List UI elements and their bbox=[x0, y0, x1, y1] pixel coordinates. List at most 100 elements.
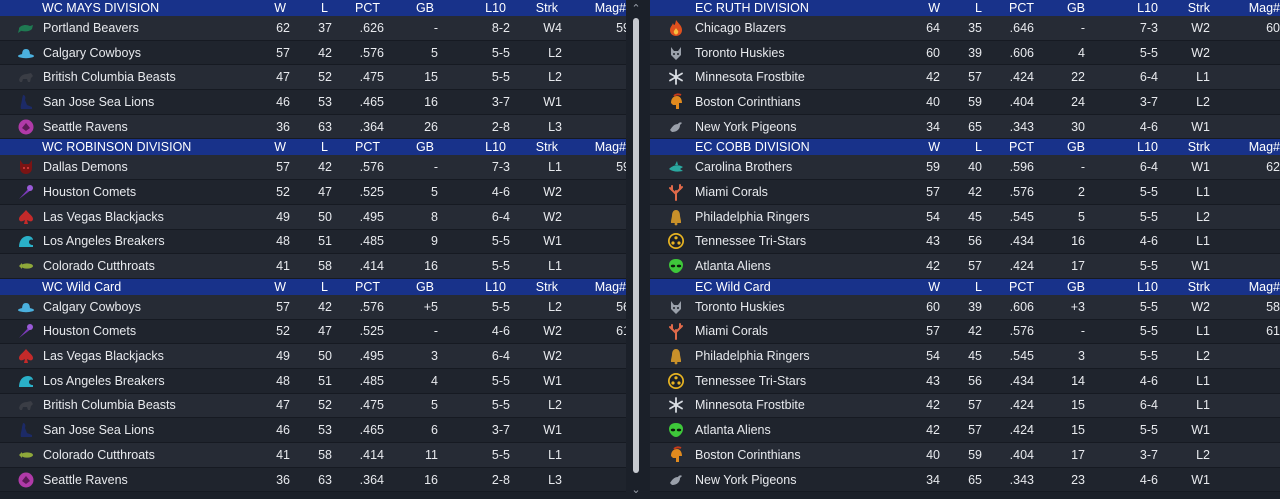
standings-row-dallas-demons[interactable]: Dallas Demons 57 42 .576 - 7-3 L1 59 bbox=[0, 155, 626, 181]
team-name-link[interactable]: Houston Comets bbox=[43, 324, 137, 339]
vertical-scrollbar[interactable]: ⌃ ⌄ bbox=[628, 0, 644, 499]
standings-row-atlanta-aliens[interactable]: Atlanta Aliens 42 57 .424 15 5-5 W1 bbox=[650, 418, 1280, 443]
standings-row-houston-comets[interactable]: Houston Comets 52 47 .525 - 4-6 W2 61 bbox=[0, 319, 626, 345]
division-header-ec-ruth-division[interactable]: EC RUTH DIVISION W L PCT GB L10 Strk Mag# bbox=[650, 0, 1280, 16]
team-name-link[interactable]: Los Angeles Breakers bbox=[43, 234, 165, 249]
column-header-strk[interactable]: Strk bbox=[535, 1, 558, 15]
standings-row-tennessee-tri-stars[interactable]: Tennessee Tri-Stars 43 56 .434 16 4-6 L1 bbox=[650, 229, 1280, 255]
standings-row-tennessee-tri-stars[interactable]: Tennessee Tri-Stars 43 56 .434 14 4-6 L1 bbox=[650, 368, 1280, 394]
team-name-link[interactable]: Philadelphia Ringers bbox=[695, 349, 810, 364]
team-name-link[interactable]: Tennessee Tri-Stars bbox=[695, 234, 807, 249]
team-name-link[interactable]: British Columbia Beasts bbox=[43, 70, 176, 85]
column-header-strk[interactable]: Strk bbox=[535, 279, 558, 294]
division-header-ec-wild-card[interactable]: EC Wild Card W L PCT GB L10 Strk Mag# bbox=[650, 278, 1280, 295]
team-name-link[interactable]: New York Pigeons bbox=[695, 472, 797, 487]
team-name-link[interactable]: Seattle Ravens bbox=[43, 472, 128, 487]
standings-row-british-columbia-beasts[interactable]: British Columbia Beasts 47 52 .475 5 5-5 L2 bbox=[0, 393, 626, 419]
column-header-w[interactable]: W bbox=[274, 140, 286, 155]
team-name-link[interactable]: Boston Corinthians bbox=[695, 447, 801, 462]
column-header-l10[interactable]: L10 bbox=[485, 279, 506, 294]
column-header-l[interactable]: L bbox=[321, 1, 328, 15]
column-header-pct[interactable]: PCT bbox=[1009, 140, 1034, 155]
standings-row-carolina-brothers[interactable]: Carolina Brothers 59 40 .596 - 6-4 W1 62 bbox=[650, 155, 1280, 181]
team-name-link[interactable]: Tennessee Tri-Stars bbox=[695, 373, 807, 388]
team-name-link[interactable]: Toronto Huskies bbox=[695, 299, 785, 314]
standings-row-miami-corals[interactable]: Miami Corals 57 42 .576 - 5-5 L1 61 bbox=[650, 319, 1280, 345]
column-header-pct[interactable]: PCT bbox=[1009, 279, 1034, 294]
standings-row-boston-corinthians[interactable]: Boston Corinthians 40 59 .404 17 3-7 L2 bbox=[650, 443, 1280, 468]
team-name-link[interactable]: British Columbia Beasts bbox=[43, 398, 176, 413]
team-name-link[interactable]: Colorado Cutthroats bbox=[43, 259, 155, 274]
standings-row-new-york-pigeons[interactable]: New York Pigeons 34 65 .343 30 4-6 W1 bbox=[650, 114, 1280, 140]
team-name-link[interactable]: Carolina Brothers bbox=[695, 160, 793, 175]
column-header-mag[interactable]: Mag# bbox=[1248, 140, 1280, 155]
team-name-link[interactable]: Los Angeles Breakers bbox=[43, 373, 165, 388]
standings-row-las-vegas-blackjacks[interactable]: Las Vegas Blackjacks 49 50 .495 8 6-4 W2 bbox=[0, 204, 626, 230]
column-header-l10[interactable]: L10 bbox=[1137, 140, 1158, 155]
team-name-link[interactable]: Colorado Cutthroats bbox=[43, 447, 155, 462]
standings-row-philadelphia-ringers[interactable]: Philadelphia Ringers 54 45 .545 5 5-5 L2 bbox=[650, 204, 1280, 230]
standings-row-minnesota-frostbite[interactable]: Minnesota Frostbite 42 57 .424 15 6-4 L1 bbox=[650, 393, 1280, 419]
standings-row-los-angeles-breakers[interactable]: Los Angeles Breakers 48 51 .485 4 5-5 W1 bbox=[0, 368, 626, 394]
division-header-ec-cobb-division[interactable]: EC COBB DIVISION W L PCT GB L10 Strk Mag# bbox=[650, 139, 1280, 156]
division-header-wc-robinson-division[interactable]: WC ROBINSON DIVISION W L PCT GB L10 Strk Mag# bbox=[0, 139, 626, 156]
column-header-gb[interactable]: GB bbox=[415, 1, 434, 15]
team-name-link[interactable]: Boston Corinthians bbox=[695, 94, 801, 109]
column-header-gb[interactable]: GB bbox=[415, 140, 434, 155]
column-header-pct[interactable]: PCT bbox=[355, 279, 380, 294]
column-header-w[interactable]: W bbox=[274, 1, 286, 15]
column-header-strk[interactable]: Strk bbox=[1187, 140, 1210, 155]
column-header-l10[interactable]: L10 bbox=[485, 1, 506, 15]
standings-row-seattle-ravens[interactable]: Seattle Ravens 36 63 .364 16 2-8 L3 bbox=[0, 467, 626, 493]
team-name-link[interactable]: Miami Corals bbox=[695, 324, 768, 339]
column-header-pct[interactable]: PCT bbox=[355, 1, 380, 15]
team-name-link[interactable]: Houston Comets bbox=[43, 184, 137, 199]
team-name-link[interactable]: Minnesota Frostbite bbox=[695, 398, 805, 413]
standings-row-philadelphia-ringers[interactable]: Philadelphia Ringers 54 45 .545 3 5-5 L2 bbox=[650, 344, 1280, 369]
standings-row-seattle-ravens[interactable]: Seattle Ravens 36 63 .364 26 2-8 L3 bbox=[0, 114, 626, 140]
division-header-wc-wild-card[interactable]: WC Wild Card W L PCT GB L10 Strk Mag# bbox=[0, 278, 626, 295]
team-name-link[interactable]: Miami Corals bbox=[695, 184, 768, 199]
team-name-link[interactable]: Philadelphia Ringers bbox=[695, 209, 810, 224]
column-header-l10[interactable]: L10 bbox=[1137, 1, 1158, 15]
column-header-gb[interactable]: GB bbox=[415, 279, 434, 294]
team-name-link[interactable]: Chicago Blazers bbox=[695, 20, 787, 35]
column-header-l[interactable]: L bbox=[975, 1, 982, 15]
scroll-down-arrow-icon[interactable]: ⌄ bbox=[631, 484, 641, 496]
column-header-mag[interactable]: Mag# bbox=[594, 140, 626, 155]
column-header-w[interactable]: W bbox=[928, 279, 940, 294]
standings-row-los-angeles-breakers[interactable]: Los Angeles Breakers 48 51 .485 9 5-5 W1 bbox=[0, 229, 626, 255]
team-name-link[interactable]: New York Pigeons bbox=[695, 119, 797, 134]
column-header-pct[interactable]: PCT bbox=[1009, 1, 1034, 15]
column-header-w[interactable]: W bbox=[928, 140, 940, 155]
column-header-mag[interactable]: Mag# bbox=[1248, 279, 1280, 294]
team-name-link[interactable]: Dallas Demons bbox=[43, 160, 128, 175]
column-header-strk[interactable]: Strk bbox=[1187, 279, 1210, 294]
standings-row-houston-comets[interactable]: Houston Comets 52 47 .525 5 4-6 W2 bbox=[0, 180, 626, 205]
team-name-link[interactable]: Las Vegas Blackjacks bbox=[43, 349, 164, 364]
column-header-mag[interactable]: Mag# bbox=[594, 1, 626, 15]
column-header-mag[interactable]: Mag# bbox=[1248, 1, 1280, 15]
standings-row-new-york-pigeons[interactable]: New York Pigeons 34 65 .343 23 4-6 W1 bbox=[650, 467, 1280, 493]
team-name-link[interactable]: Las Vegas Blackjacks bbox=[43, 209, 164, 224]
column-header-gb[interactable]: GB bbox=[1066, 140, 1085, 155]
standings-row-san-jose-sea-lions[interactable]: San Jose Sea Lions 46 53 .465 6 3-7 W1 bbox=[0, 418, 626, 443]
column-header-strk[interactable]: Strk bbox=[1187, 1, 1210, 15]
column-header-strk[interactable]: Strk bbox=[535, 140, 558, 155]
team-name-link[interactable]: Seattle Ravens bbox=[43, 119, 128, 134]
column-header-l[interactable]: L bbox=[321, 279, 328, 294]
column-header-l[interactable]: L bbox=[975, 140, 982, 155]
standings-row-portland-beavers[interactable]: Portland Beavers 62 37 .626 - 8-2 W4 59 bbox=[0, 16, 626, 41]
standings-row-calgary-cowboys[interactable]: Calgary Cowboys 57 42 .576 5 5-5 L2 bbox=[0, 40, 626, 66]
column-header-pct[interactable]: PCT bbox=[355, 140, 380, 155]
scroll-up-arrow-icon[interactable]: ⌃ bbox=[631, 3, 641, 15]
column-header-l[interactable]: L bbox=[321, 140, 328, 155]
standings-row-minnesota-frostbite[interactable]: Minnesota Frostbite 42 57 .424 22 6-4 L1 bbox=[650, 65, 1280, 91]
team-name-link[interactable]: Calgary Cowboys bbox=[43, 299, 141, 314]
standings-row-colorado-cutthroats[interactable]: Colorado Cutthroats 41 58 .414 11 5-5 L1 bbox=[0, 443, 626, 468]
division-header-wc-mays-division[interactable]: WC MAYS DIVISION W L PCT GB L10 Strk Mag# bbox=[0, 0, 626, 16]
team-name-link[interactable]: Atlanta Aliens bbox=[695, 423, 771, 438]
standings-row-toronto-huskies[interactable]: Toronto Huskies 60 39 .606 4 5-5 W2 bbox=[650, 40, 1280, 66]
team-name-link[interactable]: San Jose Sea Lions bbox=[43, 94, 155, 109]
team-name-link[interactable]: San Jose Sea Lions bbox=[43, 423, 155, 438]
